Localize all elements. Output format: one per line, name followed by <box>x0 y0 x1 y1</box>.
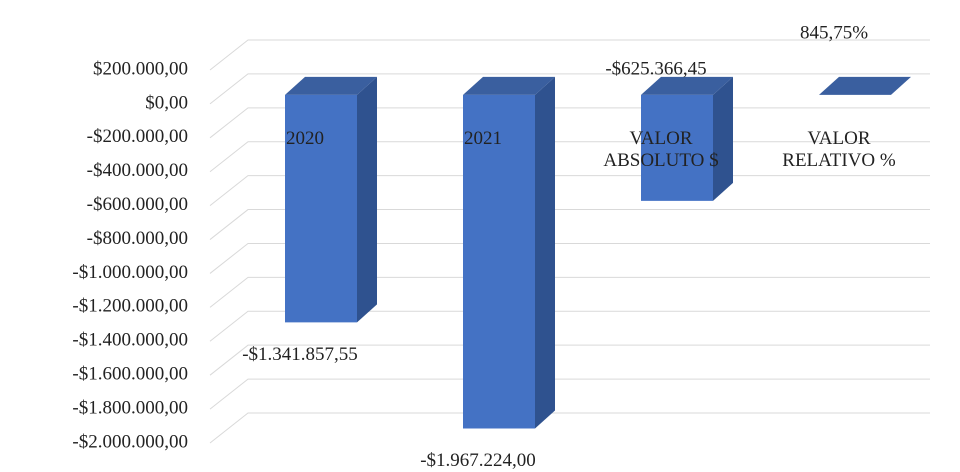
bar <box>819 76 911 95</box>
y-tick-label: -$400.000,00 <box>87 160 188 181</box>
y-tick-label: -$800.000,00 <box>87 228 188 249</box>
bar-top <box>819 76 911 95</box>
grid-line <box>209 73 930 105</box>
grid-line <box>209 378 930 410</box>
bar-top <box>285 76 377 95</box>
x-tick-label: VALOR RELATIVO % <box>782 128 896 171</box>
bar <box>285 76 377 323</box>
value-label: -$1.967.224,00 <box>420 450 536 471</box>
x-tick-label: VALOR ABSOLUTO $ <box>603 128 719 171</box>
value-label: 845,75% <box>800 22 868 43</box>
bar-top <box>641 76 733 95</box>
bar-side <box>891 76 911 95</box>
y-tick-label: -$2.000.000,00 <box>72 431 188 452</box>
y-tick-label: -$1.400.000,00 <box>72 330 188 351</box>
bar <box>463 76 555 429</box>
grid-line <box>209 310 930 342</box>
y-tick-label: $0,00 <box>145 92 188 113</box>
bar-side <box>357 76 377 323</box>
bar-side <box>535 76 555 429</box>
bar <box>641 76 733 201</box>
grid-line <box>209 412 930 444</box>
bar-front <box>641 94 713 201</box>
bar-front <box>463 94 535 429</box>
x-tick-label: 2021 <box>464 128 502 149</box>
value-label: -$1.341.857,55 <box>242 344 358 365</box>
value-label: -$625.366,45 <box>605 58 706 79</box>
y-tick-label: -$200.000,00 <box>87 126 188 147</box>
grid-line <box>209 209 930 240</box>
y-tick-label: -$1.600.000,00 <box>72 364 188 385</box>
grid-line <box>209 276 930 308</box>
y-tick-label: -$600.000,00 <box>87 194 188 215</box>
bar-top <box>463 76 555 95</box>
grid-line <box>209 242 930 274</box>
y-tick-label: -$1.000.000,00 <box>72 262 188 283</box>
grid-line <box>209 344 930 376</box>
bar-side <box>713 76 733 201</box>
y-tick-label: $200.000,00 <box>93 58 188 79</box>
x-tick-label: 2020 <box>286 128 324 149</box>
y-tick-label: -$1.200.000,00 <box>72 296 188 317</box>
bar-front <box>285 94 357 323</box>
grid-line <box>209 39 930 71</box>
y-tick-label: -$1.800.000,00 <box>72 397 188 418</box>
